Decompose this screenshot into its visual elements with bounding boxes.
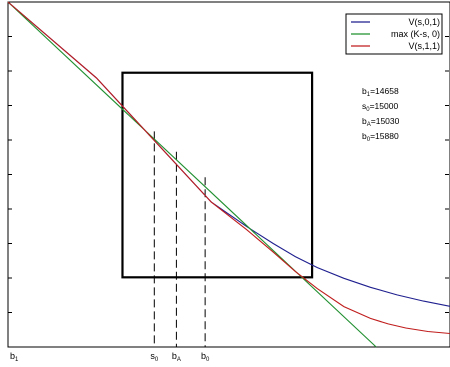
axis-ticks: [8, 36, 449, 348]
series-line: [7, 1, 377, 348]
series-line: [7, 1, 450, 335]
legend-box: [345, 13, 443, 55]
value-annotations: b1=14658 s0=15000 bA=15030 b0=15880: [362, 86, 400, 143]
value-annotation: bA=15030: [362, 116, 400, 128]
series-lines: [7, 1, 450, 348]
x-tick-label: b1: [10, 351, 19, 363]
dashed-markers: [153, 131, 206, 347]
value-annotation: b0=15880: [362, 131, 399, 143]
legend: V(s,0,1) max (K-s, 0) V(s,1,1): [345, 13, 443, 55]
value-annotation: s0=15000: [362, 101, 398, 113]
x-tick-label: bA: [172, 351, 181, 363]
zoom-rectangle: [121, 71, 314, 279]
zoom-box: [121, 71, 314, 279]
x-tick-labels: b1 s0 bA b0: [10, 351, 210, 363]
x-tick-label: s0: [150, 351, 159, 363]
legend-entry: max (K-s, 0): [391, 29, 440, 39]
legend-entry: V(s,1,1): [408, 41, 440, 51]
x-tick-label: b0: [201, 351, 210, 363]
value-annotation: b1=14658: [362, 86, 399, 98]
legend-entry: V(s,0,1): [408, 17, 440, 27]
